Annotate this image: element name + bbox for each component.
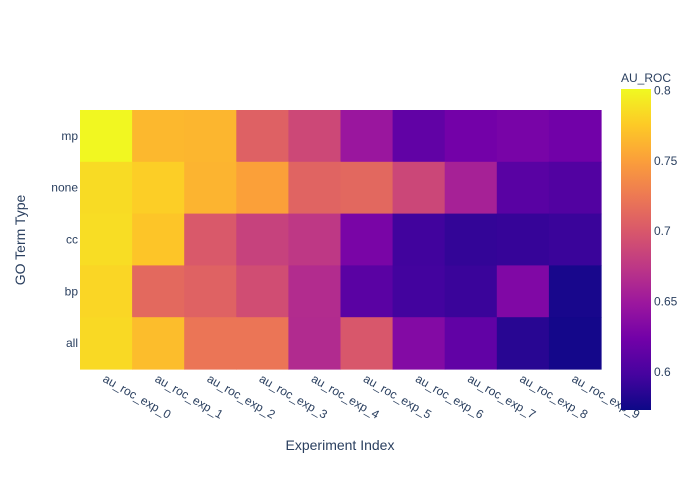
heatmap-cell-bp-3 [236, 265, 289, 318]
heatmap-cell-cc-7 [444, 213, 498, 266]
y-tick-label: cc [66, 233, 78, 247]
heatmap-cell-cc-5 [340, 213, 394, 266]
x-axis-tick-labels: au_roc_exp_0au_roc_exp_1au_roc_exp_2au_r… [101, 371, 643, 421]
heatmap-cell-all-8 [496, 317, 550, 370]
colorbar-tick-label: 0.65 [654, 295, 678, 309]
heatmap-cell-none-5 [340, 161, 394, 215]
heatmap-cell-none-6 [392, 161, 446, 215]
y-tick-label: all [66, 336, 78, 350]
colorbar-gradient [621, 89, 651, 410]
heatmap-cell-all-6 [392, 317, 446, 370]
heatmap-cells [80, 110, 602, 370]
heatmap-cell-bp-0 [80, 265, 133, 318]
heatmap-cell-all-7 [444, 317, 498, 370]
y-axis-tick-labels: mp none cc bp all [51, 129, 78, 350]
heatmap-cell-bp-1 [132, 265, 185, 318]
heatmap-cell-none-2 [184, 161, 237, 215]
heatmap-cell-mp-9 [548, 110, 602, 163]
colorbar-tick-label: 0.8 [654, 83, 671, 97]
heatmap-cell-bp-8 [496, 265, 550, 318]
heatmap-cell-bp-6 [392, 265, 446, 318]
heatmap-cell-all-9 [548, 317, 602, 370]
heatmap-cell-mp-8 [496, 110, 550, 163]
heatmap-cell-none-8 [496, 161, 550, 215]
heatmap-cell-all-4 [288, 317, 342, 370]
heatmap-cell-bp-5 [340, 265, 394, 318]
colorbar-tick-label: 0.6 [654, 365, 671, 379]
heatmap-cell-cc-3 [236, 213, 289, 266]
colorbar: AU_ROC 0.6 0.65 0.7 0.75 0.8 [621, 71, 678, 410]
colorbar-tick-labels: 0.6 0.65 0.7 0.75 0.8 [654, 83, 678, 379]
heatmap-cell-mp-1 [132, 110, 185, 163]
heatmap-cell-mp-5 [340, 110, 394, 163]
y-axis-title: GO Term Type [12, 195, 28, 286]
heatmap-cell-cc-4 [288, 213, 342, 266]
heatmap-cell-mp-4 [288, 110, 342, 163]
colorbar-tick-label: 0.75 [654, 154, 678, 168]
heatmap-cell-cc-9 [548, 213, 602, 266]
heatmap-cell-bp-9 [548, 265, 602, 318]
heatmap-cell-none-9 [548, 161, 602, 215]
heatmap-cell-mp-7 [444, 110, 498, 163]
y-tick-label: none [51, 181, 78, 195]
heatmap-cell-mp-6 [392, 110, 446, 163]
heatmap-cell-none-0 [80, 161, 133, 215]
heatmap-cell-bp-2 [184, 265, 237, 318]
heatmap-cell-bp-7 [444, 265, 498, 318]
heatmap-cell-cc-1 [132, 213, 185, 266]
heatmap-cell-cc-6 [392, 213, 446, 266]
heatmap-cell-none-1 [132, 161, 185, 215]
heatmap-cell-none-7 [444, 161, 498, 215]
heatmap-cell-cc-0 [80, 213, 133, 266]
colorbar-title: AU_ROC [621, 71, 671, 85]
heatmap-cell-bp-4 [288, 265, 342, 318]
heatmap-cell-mp-3 [236, 110, 289, 163]
y-tick-label: bp [65, 284, 79, 298]
heatmap-cell-mp-2 [184, 110, 237, 163]
heatmap-cell-all-1 [132, 317, 185, 370]
heatmap-cell-all-0 [80, 317, 133, 370]
heatmap-cell-all-2 [184, 317, 237, 370]
heatmap-cell-none-3 [236, 161, 289, 215]
heatmap-cell-cc-8 [496, 213, 550, 266]
heatmap-cell-none-4 [288, 161, 342, 215]
y-tick-label: mp [61, 129, 78, 143]
colorbar-tick-label: 0.7 [654, 224, 671, 238]
heatmap-cell-all-5 [340, 317, 394, 370]
heatmap-cell-all-3 [236, 317, 289, 370]
heatmap-cell-mp-0 [80, 110, 133, 163]
heatmap-cell-cc-2 [184, 213, 237, 266]
x-axis-title: Experiment Index [286, 437, 395, 453]
